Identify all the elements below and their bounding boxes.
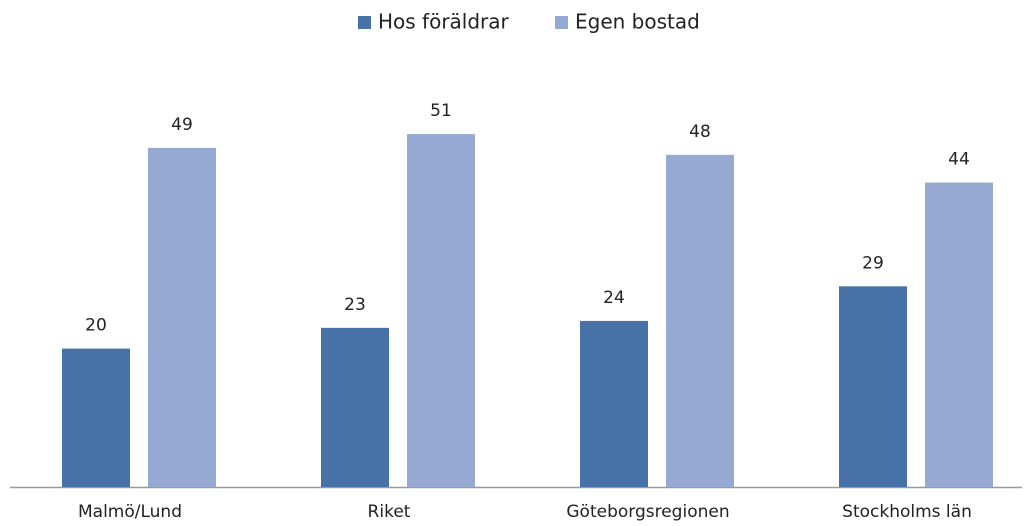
value-label: 44: [948, 150, 970, 170]
x-tick-label: Malmö/Lund: [78, 502, 182, 522]
bar: [925, 182, 993, 487]
value-label: 48: [689, 122, 711, 142]
bar: [148, 147, 216, 488]
x-tick-label: Stockholms län: [842, 502, 972, 522]
bar: [666, 154, 734, 487]
bar: [321, 327, 389, 487]
value-label: 20: [85, 316, 107, 336]
bar: [62, 348, 130, 487]
legend-text: Hos föräldrar: [378, 10, 510, 34]
value-label: 51: [430, 101, 452, 121]
bar: [839, 286, 907, 487]
x-tick-label: Göteborgsregionen: [566, 502, 729, 522]
legend-swatch: [555, 16, 568, 29]
value-label: 49: [171, 115, 193, 135]
x-tick-label: Riket: [368, 502, 411, 522]
bar: [580, 320, 648, 487]
value-label: 29: [862, 253, 884, 273]
bar: [407, 134, 475, 487]
value-label: 23: [344, 295, 366, 315]
value-label: 24: [603, 288, 625, 308]
legend-text: Egen bostad: [575, 10, 700, 34]
legend-swatch: [358, 16, 371, 29]
